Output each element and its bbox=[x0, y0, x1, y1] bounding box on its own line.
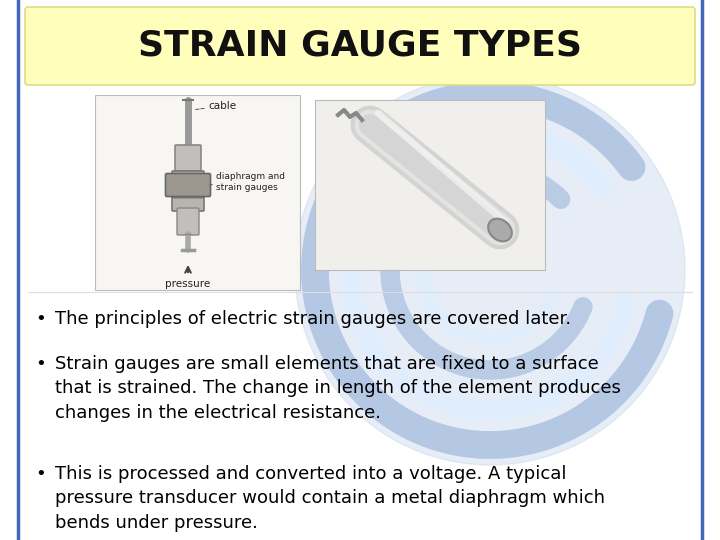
Ellipse shape bbox=[488, 219, 512, 241]
FancyBboxPatch shape bbox=[175, 145, 201, 171]
Bar bbox=[95, 95, 300, 290]
Text: diaphragm and
strain gauges: diaphragm and strain gauges bbox=[216, 172, 285, 192]
FancyBboxPatch shape bbox=[172, 182, 204, 198]
Bar bbox=[315, 100, 545, 270]
Text: The principles of electric strain gauges are covered later.: The principles of electric strain gauges… bbox=[55, 310, 571, 328]
FancyBboxPatch shape bbox=[166, 173, 210, 197]
Text: •: • bbox=[35, 465, 46, 483]
FancyBboxPatch shape bbox=[177, 208, 199, 235]
Text: pressure: pressure bbox=[166, 279, 211, 289]
Text: Strain gauges are small elements that are fixed to a surface
that is strained. T: Strain gauges are small elements that ar… bbox=[55, 355, 621, 422]
Text: This is processed and converted into a voltage. A typical
pressure transducer wo: This is processed and converted into a v… bbox=[55, 465, 605, 531]
Text: STRAIN GAUGE TYPES: STRAIN GAUGE TYPES bbox=[138, 29, 582, 63]
FancyBboxPatch shape bbox=[172, 178, 204, 186]
FancyBboxPatch shape bbox=[172, 171, 204, 211]
Text: •: • bbox=[35, 310, 46, 328]
FancyBboxPatch shape bbox=[25, 7, 695, 85]
Polygon shape bbox=[295, 75, 685, 465]
Text: cable: cable bbox=[208, 101, 236, 111]
Text: •: • bbox=[35, 355, 46, 373]
